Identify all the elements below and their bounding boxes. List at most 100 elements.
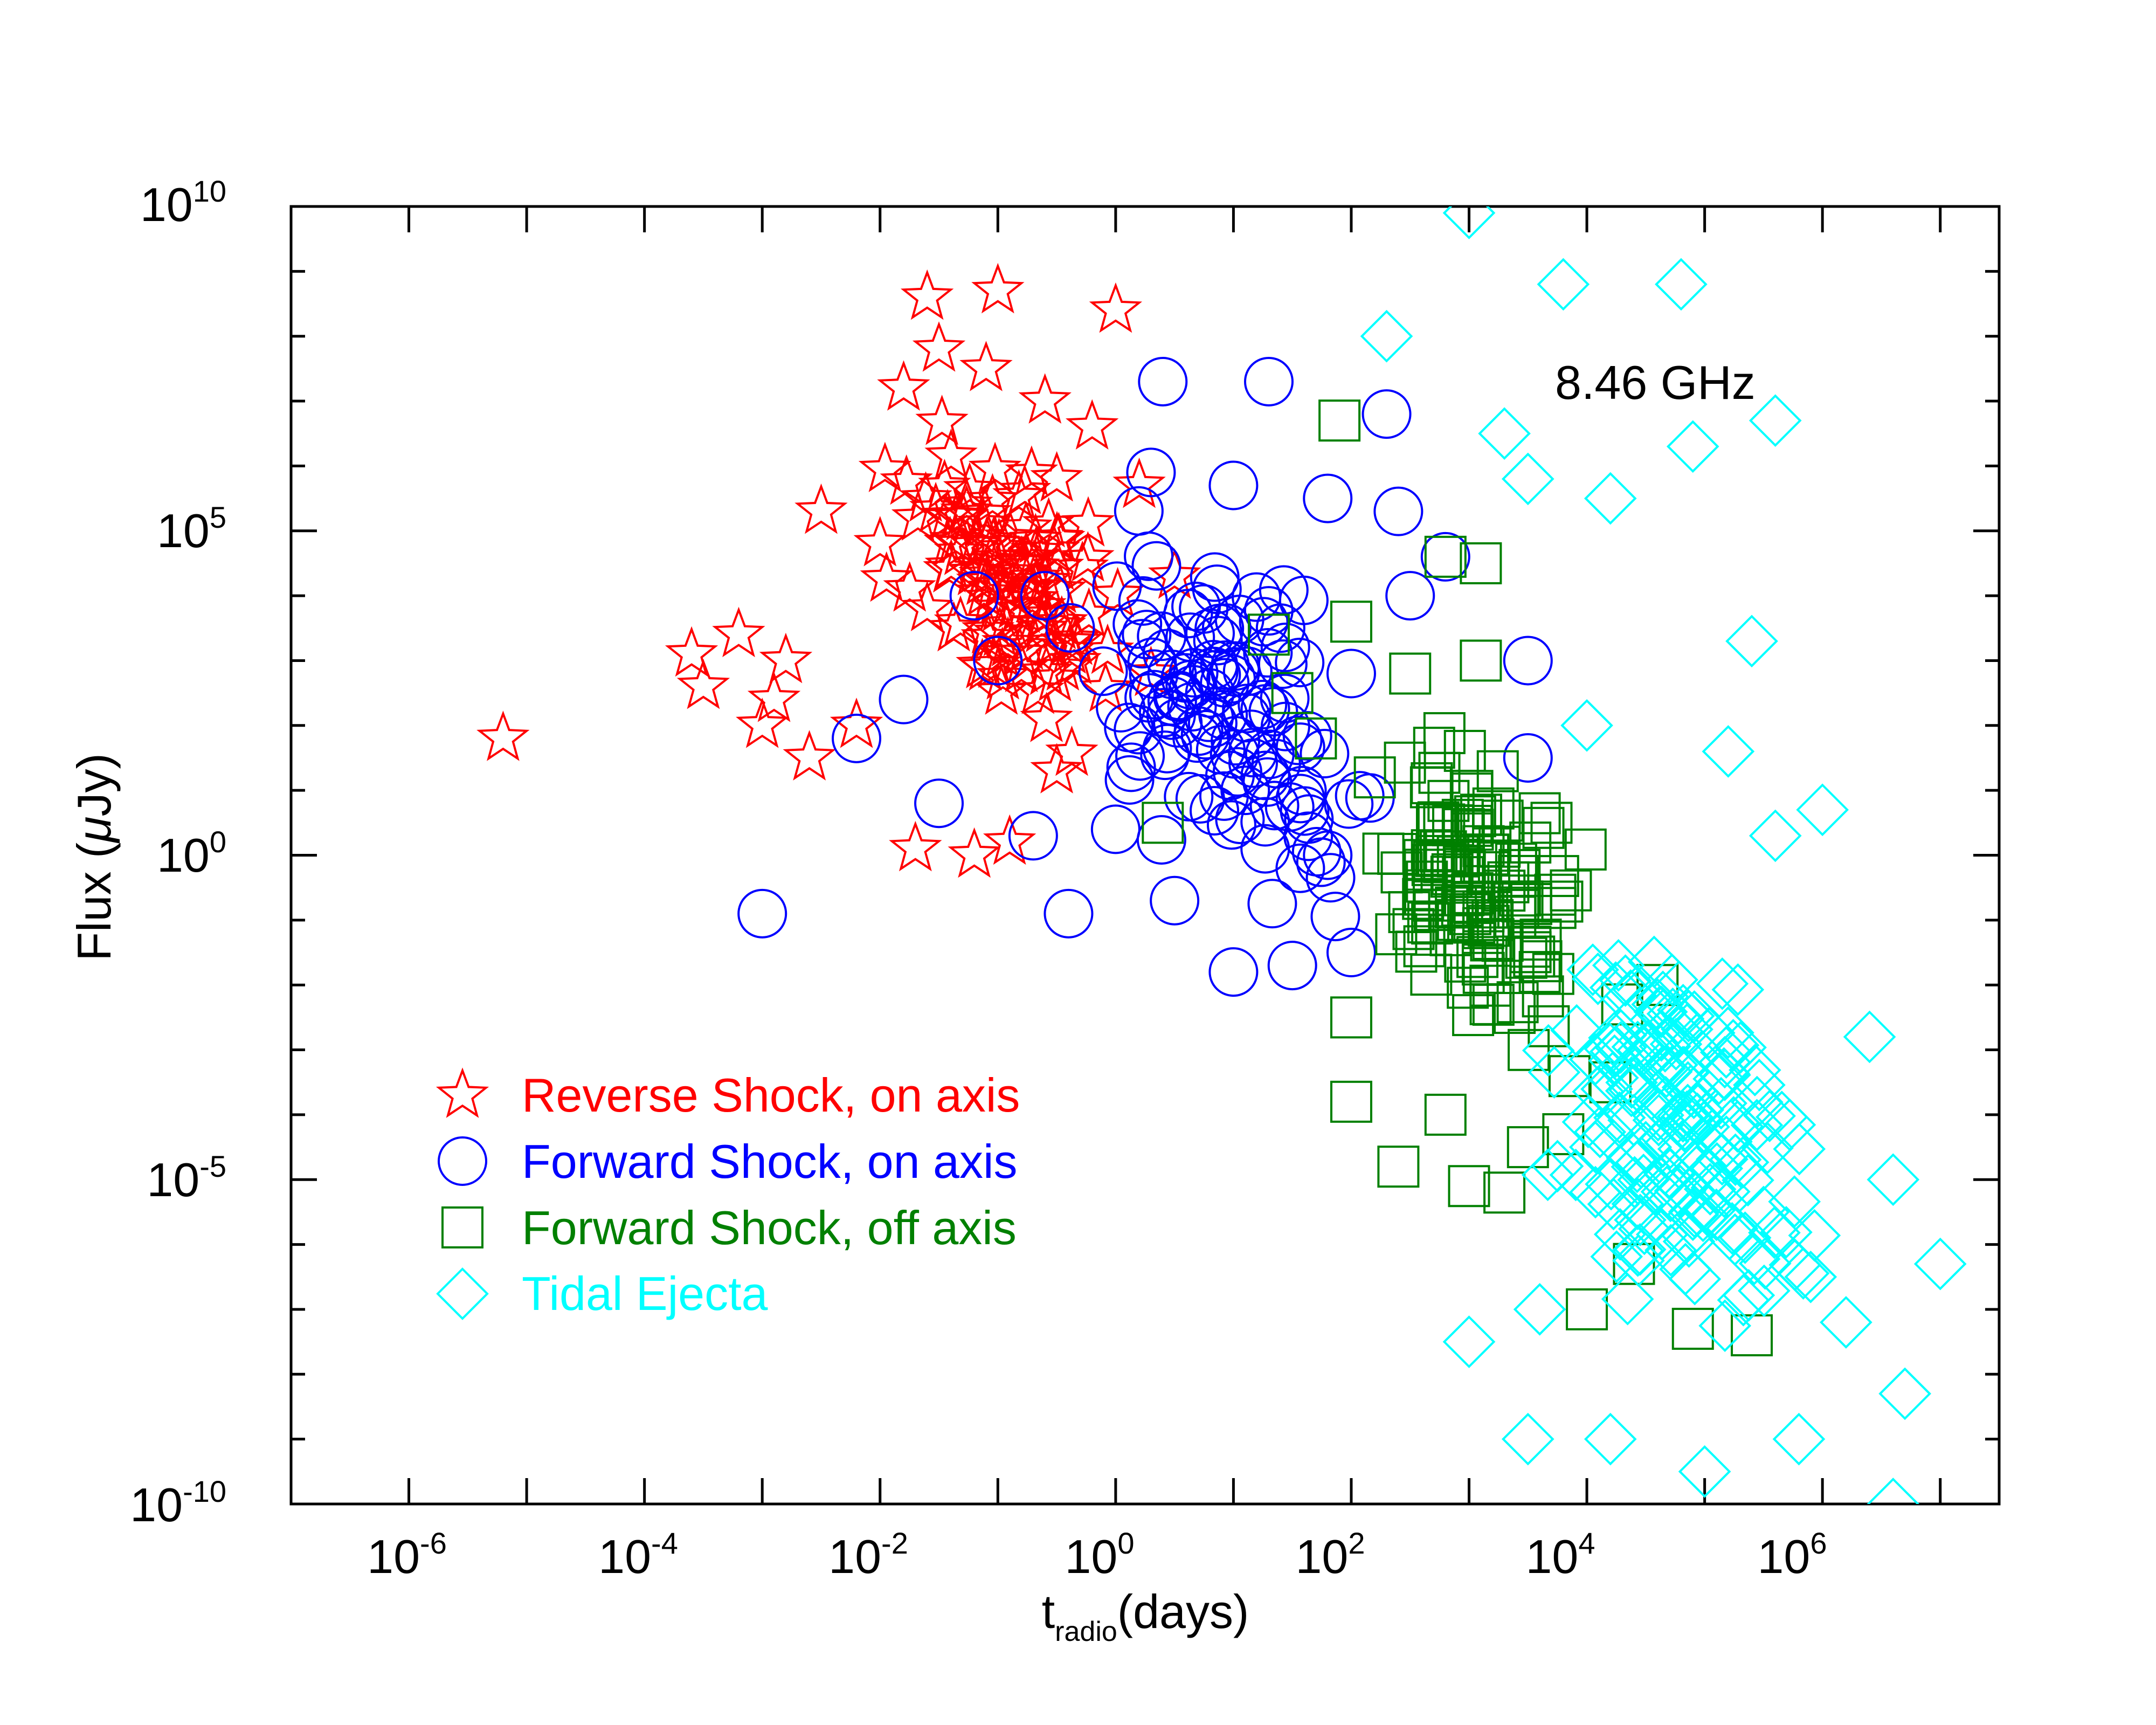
data-point: [1020, 692, 1073, 742]
data-point: [1671, 1308, 1714, 1350]
data-point: [1635, 1009, 1688, 1062]
data-point: [1442, 808, 1485, 851]
series-square: [1142, 399, 1773, 1357]
y-tick-label: 10-10: [130, 1474, 226, 1531]
data-point: [1913, 1237, 1967, 1291]
data-point: [1505, 936, 1547, 979]
data-point: [943, 462, 997, 513]
series-diamond: [1360, 206, 1967, 1504]
data-point: [1415, 834, 1458, 877]
data-point: [1190, 552, 1240, 602]
data-point: [877, 360, 930, 411]
data-point: [1184, 692, 1234, 742]
data-point: [1725, 615, 1778, 668]
data-point: [1632, 1094, 1685, 1147]
data-point: [999, 530, 1053, 581]
data-point: [1507, 1126, 1549, 1169]
data-point: [1716, 1136, 1770, 1189]
data-point: [1115, 731, 1165, 781]
data-point: [1318, 399, 1361, 442]
data-point: [1048, 633, 1102, 685]
data-point: [1117, 619, 1167, 669]
data-point: [1530, 802, 1573, 844]
data-point: [1456, 936, 1499, 978]
data-point: [1078, 646, 1128, 696]
data-point: [1215, 794, 1265, 844]
data-point: [1640, 1165, 1694, 1218]
data-point: [832, 713, 882, 763]
y-tick-label: 100: [157, 825, 226, 882]
legend-symbol: [441, 1206, 483, 1248]
data-point: [1773, 1122, 1826, 1176]
data-point: [1330, 996, 1372, 1039]
data-point: [1608, 1064, 1661, 1117]
data-point: [1008, 811, 1058, 861]
data-point: [1501, 452, 1554, 506]
data-point: [1222, 684, 1272, 734]
data-point: [1377, 1146, 1420, 1188]
data-point: [1442, 1315, 1496, 1368]
data-point: [1210, 729, 1260, 779]
data-point: [1749, 809, 1802, 862]
data-point: [1284, 794, 1334, 844]
y-axis-title: Flux (μJy): [67, 753, 121, 961]
series-circle: [737, 356, 1553, 997]
data-point: [1683, 1006, 1736, 1059]
data-point: [971, 263, 1025, 314]
data-point: [1571, 953, 1625, 1005]
legend-label: Tidal Ejecta: [522, 1267, 768, 1320]
data-point: [1711, 963, 1765, 1016]
data-point: [1190, 785, 1240, 836]
data-point: [759, 632, 813, 684]
data-point: [853, 516, 907, 567]
data-point: [1112, 457, 1166, 508]
data-point: [924, 428, 978, 479]
data-point: [1483, 1171, 1526, 1214]
data-point: [1142, 723, 1192, 774]
data-point: [1510, 882, 1552, 925]
data-point: [783, 730, 836, 781]
data-point: [1126, 447, 1176, 498]
data-point: [1081, 623, 1135, 674]
data-point: [1360, 309, 1413, 363]
data-point: [1205, 750, 1255, 801]
data-point: [1249, 781, 1300, 831]
data-point: [1330, 1080, 1372, 1123]
data-point: [1481, 799, 1524, 842]
data-point: [1731, 1314, 1773, 1357]
data-point: [1412, 879, 1455, 922]
data-point: [1677, 1100, 1730, 1154]
y-tick-label: 1010: [140, 174, 226, 231]
data-point: [1566, 943, 1619, 996]
data-point: [879, 674, 929, 724]
data-point: [1033, 562, 1087, 613]
data-point: [1427, 779, 1470, 822]
data-point: [1666, 420, 1719, 473]
data-point: [1018, 373, 1072, 424]
data-point: [1112, 599, 1163, 649]
data-point: [1867, 1153, 1920, 1206]
data-point: [665, 626, 718, 677]
data-point: [1662, 1215, 1716, 1268]
data-point: [1646, 1038, 1698, 1092]
data-point: [1448, 1165, 1490, 1208]
data-point: [1650, 1092, 1703, 1146]
x-tick-label: 10-2: [828, 1526, 908, 1583]
data-point: [949, 571, 999, 621]
data-point: [1528, 1046, 1581, 1099]
data-point: [1275, 638, 1325, 688]
data-point: [860, 551, 913, 602]
data-point: [1255, 603, 1305, 653]
data-point: [1454, 795, 1496, 838]
data-point: [1420, 532, 1470, 582]
axis-ticks: [291, 205, 1999, 1506]
data-point: [1651, 1005, 1704, 1058]
data-point: [676, 658, 730, 709]
data-point: [1471, 899, 1514, 941]
x-tick-label: 106: [1757, 1526, 1827, 1583]
legend: Reverse Shock, on axis Forward Shock, on…: [436, 1067, 1020, 1320]
data-point: [1106, 742, 1156, 792]
data-point: [948, 827, 1001, 878]
data-point: [1718, 1211, 1772, 1264]
